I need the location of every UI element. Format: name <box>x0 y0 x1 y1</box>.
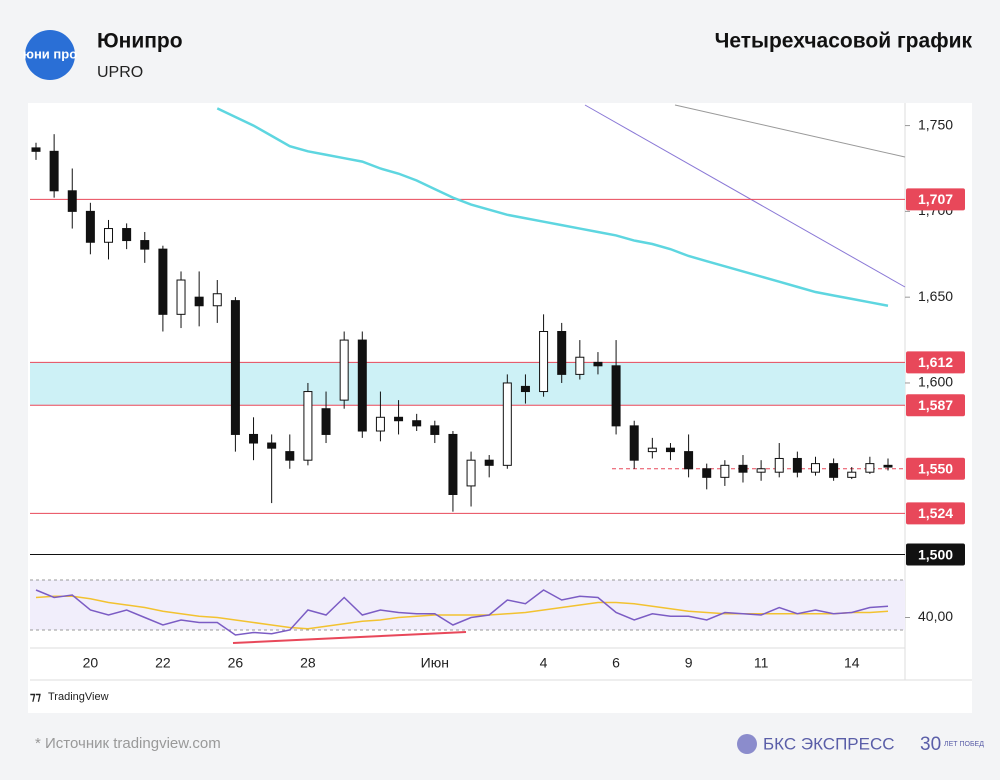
level-label: 1,587 <box>918 397 953 413</box>
candle-body <box>394 416 404 422</box>
publisher-logo <box>737 734 757 754</box>
rsi-band <box>30 580 905 630</box>
candle-body <box>339 339 349 401</box>
candle-body <box>865 463 875 473</box>
y-tick-label: 1,650 <box>918 288 953 304</box>
x-tick-label: 4 <box>540 655 548 671</box>
x-tick-label: 6 <box>612 655 620 671</box>
candle-body <box>611 365 621 427</box>
candle-body <box>67 190 77 212</box>
level-label: 1,550 <box>918 460 953 476</box>
logo-circle <box>25 30 75 80</box>
tv-brand: TradingView <box>48 691 109 703</box>
level-label: 1,500 <box>918 546 953 562</box>
candle-body <box>738 464 748 473</box>
candle-body <box>412 420 422 427</box>
candle-body <box>285 451 295 461</box>
chart-kind: Четырехчасовой график <box>715 30 973 53</box>
candle-body <box>303 391 313 461</box>
candle-body <box>883 464 893 468</box>
ticker: UPRO <box>97 64 143 81</box>
level-label: 1,707 <box>918 191 953 207</box>
candle-body <box>176 279 186 315</box>
logo-text: юни про <box>23 46 77 61</box>
candle-body <box>249 433 259 444</box>
x-tick-label: 9 <box>685 655 693 671</box>
trendline <box>674 104 906 158</box>
candle-body <box>267 442 277 449</box>
anniversary-text: ЛЕТ ПОБЕД <box>944 741 984 748</box>
candle-body <box>557 330 567 375</box>
candle-body <box>702 468 712 478</box>
candle-body <box>430 425 440 435</box>
level-tag <box>906 502 965 525</box>
candle-body <box>140 240 150 250</box>
x-tick-label: 28 <box>300 655 316 671</box>
candle-body <box>448 433 458 496</box>
candle-body <box>357 339 367 432</box>
publisher: БКС ЭКСПРЕСС <box>763 734 895 753</box>
candle-body <box>502 382 512 466</box>
candle-body <box>539 330 549 393</box>
candle-body <box>629 425 639 461</box>
candle-body <box>49 150 59 192</box>
candle-body <box>847 471 857 478</box>
candle-body <box>575 356 585 375</box>
candle-body <box>104 228 114 243</box>
candle-body <box>85 210 95 243</box>
candle-body <box>756 468 766 473</box>
candle-body <box>375 416 385 432</box>
candle-body <box>665 447 675 453</box>
title: Юнипро <box>97 30 183 53</box>
candle-body <box>520 385 530 393</box>
rsi-line <box>35 589 889 636</box>
candle-body <box>31 147 41 152</box>
candle-body <box>194 296 204 307</box>
level-tag <box>906 457 965 480</box>
candle-body <box>158 248 168 315</box>
candle-body <box>720 464 730 478</box>
tv-logo: ⁊⁊ <box>30 691 41 703</box>
zone <box>30 362 905 406</box>
y-tick-label: 1,750 <box>918 116 953 132</box>
ma-line <box>216 107 889 307</box>
divergence-line <box>232 631 467 644</box>
candle-body <box>466 459 476 487</box>
level-tag <box>906 188 965 211</box>
candle-body <box>230 300 240 435</box>
level-tag <box>906 394 965 417</box>
candle-body <box>792 457 802 473</box>
x-tick-label: 22 <box>155 655 171 671</box>
x-tick-label: 20 <box>83 655 99 671</box>
candle-body <box>810 463 820 473</box>
candle-body <box>212 293 222 307</box>
source: * Источник tradingview.com <box>35 735 221 752</box>
candle-body <box>593 361 603 367</box>
candle-body <box>321 408 331 435</box>
x-tick-label: 11 <box>754 655 769 671</box>
candle-body <box>829 463 839 478</box>
level-label: 1,524 <box>918 505 953 521</box>
candle-body <box>122 228 132 242</box>
x-tick-label: 14 <box>844 655 860 671</box>
candle-body <box>774 457 784 473</box>
plot <box>30 104 906 644</box>
candle-body <box>484 459 494 466</box>
level-tag <box>906 543 965 566</box>
anniversary-num: 30 <box>920 734 941 755</box>
level-tag <box>906 351 965 374</box>
level-label: 1,612 <box>918 354 953 370</box>
x-tick-label: Июн <box>421 655 449 671</box>
rsi-tick-label: 40,00 <box>918 608 953 624</box>
candle-body <box>684 451 694 470</box>
x-tick-label: 26 <box>228 655 244 671</box>
trendline <box>584 104 906 288</box>
candle-body <box>647 447 657 453</box>
y-tick-label: 1,600 <box>918 374 953 390</box>
